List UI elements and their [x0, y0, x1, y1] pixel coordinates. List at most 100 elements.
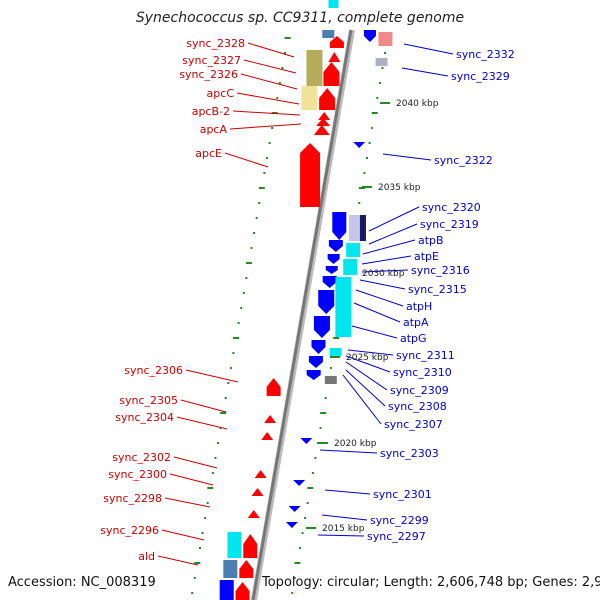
gene-arrow[interactable]	[243, 534, 258, 558]
gene-arrow[interactable]	[319, 88, 336, 110]
gene-label-forward[interactable]: sync_2299	[370, 514, 429, 527]
gene-arrow[interactable]	[328, 0, 339, 8]
gene-label-forward[interactable]: sync_2332	[456, 48, 515, 61]
gene-label-forward[interactable]: sync_2319	[420, 218, 479, 231]
gene-arrow[interactable]	[313, 316, 330, 338]
accession-text: Accession: NC_008319	[8, 575, 156, 590]
gene-arrow[interactable]	[363, 30, 376, 42]
gene-label-forward[interactable]: atpH	[406, 300, 432, 313]
gene-arrow[interactable]	[235, 582, 250, 600]
leader-line	[321, 514, 368, 521]
gene-arrow[interactable]	[322, 276, 337, 288]
gene-block[interactable]	[324, 376, 337, 384]
gene-label-forward[interactable]: sync_2316	[411, 264, 470, 277]
gene-arrow[interactable]	[328, 52, 341, 62]
gene-arrow[interactable]	[247, 510, 260, 518]
gene-arrow[interactable]	[327, 254, 340, 264]
gene-label-reverse[interactable]: ald	[138, 550, 155, 563]
leader-line	[176, 416, 228, 430]
leader-line	[169, 473, 214, 486]
gene-block[interactable]	[301, 86, 318, 110]
gene-label-forward[interactable]: sync_2303	[380, 447, 439, 460]
gene-arrow[interactable]	[306, 370, 321, 380]
leader-line	[401, 67, 449, 77]
gene-block[interactable]	[306, 50, 323, 86]
gene-arrow[interactable]	[313, 125, 330, 135]
gene-label-forward[interactable]: sync_2311	[396, 349, 455, 362]
gene-label-forward[interactable]: atpB	[418, 234, 444, 247]
gene-label-reverse[interactable]: sync_2305	[119, 394, 178, 407]
gene-label-forward[interactable]: sync_2308	[388, 400, 447, 413]
gene-arrow[interactable]	[325, 266, 338, 274]
kbp-label: 2040 kbp	[396, 99, 439, 109]
gene-label-reverse[interactable]: sync_2300	[108, 468, 167, 481]
gene-block[interactable]	[335, 277, 352, 337]
gene-arrow[interactable]	[308, 356, 323, 368]
gene-label-forward[interactable]: atpE	[414, 250, 439, 263]
gene-label-reverse[interactable]: apcC	[207, 87, 235, 100]
leader-line	[236, 92, 300, 105]
gene-block[interactable]	[223, 560, 238, 578]
gene-block[interactable]	[219, 580, 234, 600]
gene-block[interactable]	[359, 215, 366, 241]
gene-block[interactable]	[343, 259, 358, 275]
gene-label-reverse[interactable]: sync_2296	[100, 524, 159, 537]
gene-label-forward[interactable]: sync_2297	[367, 530, 426, 543]
gene-label-forward[interactable]: sync_2329	[451, 70, 510, 83]
gene-arrow[interactable]	[300, 143, 321, 207]
gene-arrow[interactable]	[311, 340, 326, 354]
gene-label-forward[interactable]: sync_2315	[408, 283, 467, 296]
gene-arrow[interactable]	[353, 142, 366, 148]
leader-line	[361, 269, 409, 273]
gene-arrow[interactable]	[293, 480, 306, 486]
gene-arrow[interactable]	[318, 112, 331, 120]
gene-block[interactable]	[378, 32, 393, 46]
gene-arrow[interactable]	[239, 560, 254, 578]
leader-line	[368, 206, 420, 232]
gene-label-reverse[interactable]: apcE	[195, 147, 222, 160]
gene-label-reverse[interactable]: sync_2304	[115, 411, 174, 424]
gene-label-forward[interactable]: sync_2301	[373, 488, 432, 501]
gene-arrow[interactable]	[264, 415, 277, 423]
gene-label-reverse[interactable]: apcA	[200, 123, 228, 136]
gene-arrow[interactable]	[329, 36, 344, 48]
gene-label-forward[interactable]: atpA	[403, 316, 429, 329]
gene-label-reverse[interactable]: sync_2328	[186, 37, 245, 50]
gene-label-reverse[interactable]: sync_2306	[124, 364, 183, 377]
leader-line	[240, 73, 298, 90]
gene-arrow[interactable]	[285, 522, 298, 528]
gene-block[interactable]	[375, 58, 388, 66]
gene-label-forward[interactable]: atpG	[400, 332, 427, 345]
gene-label-forward[interactable]: sync_2310	[393, 366, 452, 379]
gene-label-reverse[interactable]: sync_2327	[182, 54, 241, 67]
gene-arrow[interactable]	[316, 118, 331, 126]
gene-label-forward[interactable]: sync_2309	[390, 384, 449, 397]
gene-arrow[interactable]	[322, 30, 335, 38]
gene-arrow[interactable]	[332, 212, 347, 240]
leader-line	[180, 399, 227, 413]
gene-block[interactable]	[346, 243, 361, 257]
gene-arrow[interactable]	[254, 470, 267, 478]
gene-arrow[interactable]	[328, 240, 343, 252]
gene-arrow[interactable]	[266, 378, 281, 396]
gene-label-forward[interactable]: sync_2320	[422, 201, 481, 214]
gene-arrow[interactable]	[251, 488, 264, 496]
gene-arrow[interactable]	[288, 506, 301, 512]
gene-label-forward[interactable]: sync_2322	[434, 154, 493, 167]
leader-line	[359, 279, 406, 290]
gene-arrow[interactable]	[318, 290, 335, 314]
leader-line	[351, 325, 398, 339]
gene-arrow[interactable]	[300, 438, 313, 444]
gene-block[interactable]	[329, 348, 342, 356]
gene-label-reverse[interactable]: sync_2298	[103, 492, 162, 505]
gene-label-reverse[interactable]: sync_2302	[112, 451, 171, 464]
kbp-label: 2025 kbp	[346, 353, 389, 363]
gene-label-reverse[interactable]: apcB-2	[192, 105, 230, 118]
gene-label-reverse[interactable]: sync_2326	[179, 68, 238, 81]
gene-block[interactable]	[227, 532, 242, 558]
gene-arrow[interactable]	[261, 432, 274, 440]
gene-arrow[interactable]	[323, 62, 340, 86]
leader-line	[243, 59, 297, 74]
gene-label-forward[interactable]: sync_2307	[384, 418, 443, 431]
